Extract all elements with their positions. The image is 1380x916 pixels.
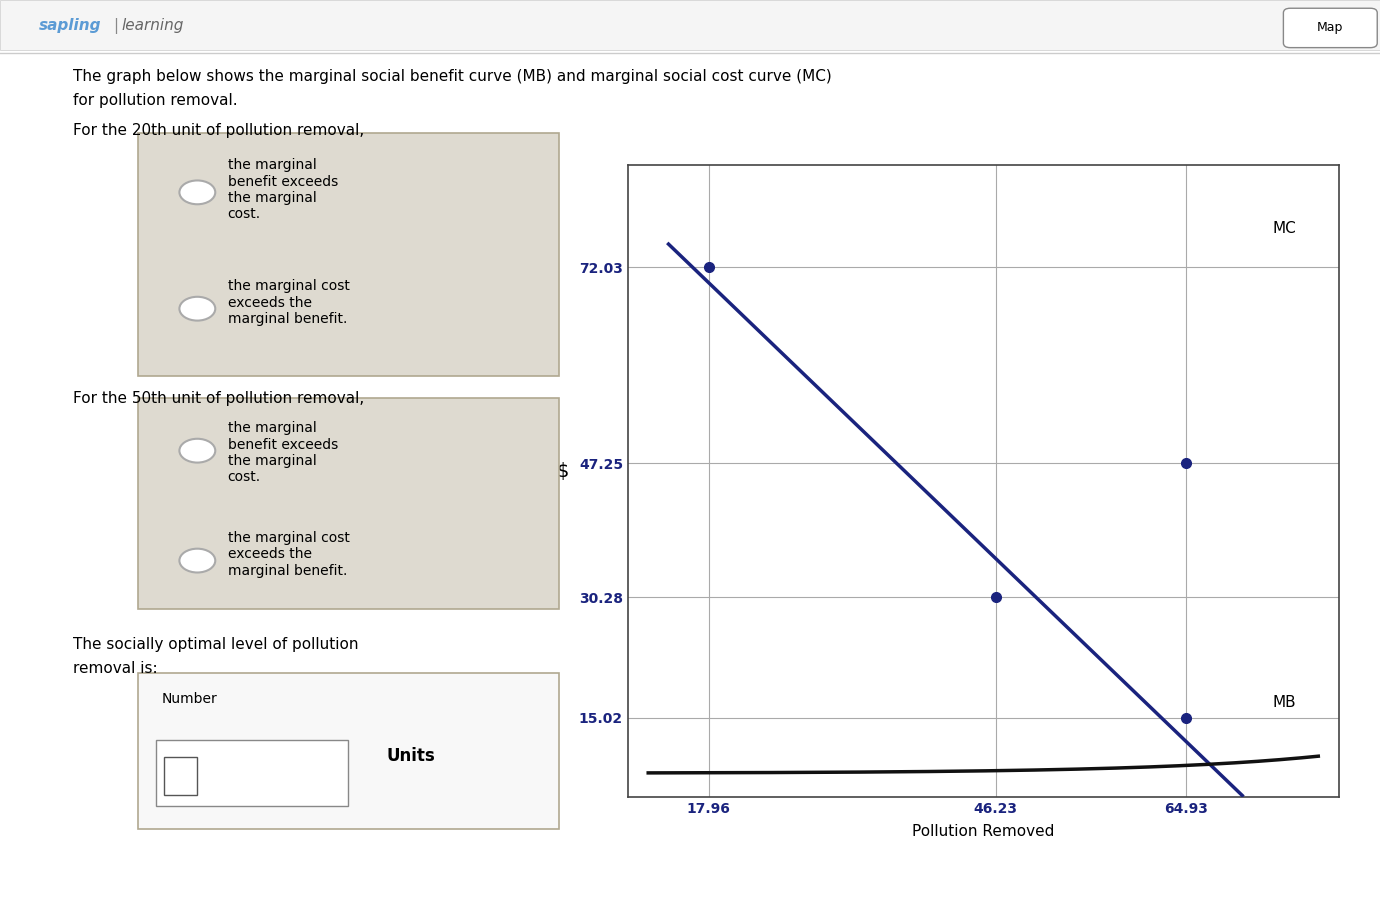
Text: Map: Map: [1317, 21, 1344, 35]
Text: MB: MB: [1272, 694, 1296, 710]
Text: learning: learning: [121, 18, 184, 33]
Text: the marginal
benefit exceeds
the marginal
cost.: the marginal benefit exceeds the margina…: [228, 158, 338, 221]
Text: Units: Units: [386, 747, 435, 765]
Text: Number: Number: [161, 692, 217, 705]
Text: |: |: [113, 17, 119, 34]
Text: the marginal cost
exceeds the
marginal benefit.: the marginal cost exceeds the marginal b…: [228, 531, 349, 578]
Text: MC: MC: [1272, 221, 1296, 235]
Text: the marginal
benefit exceeds
the marginal
cost.: the marginal benefit exceeds the margina…: [228, 421, 338, 484]
Y-axis label: $: $: [556, 462, 569, 481]
Text: For the 20th unit of pollution removal,: For the 20th unit of pollution removal,: [73, 123, 364, 137]
X-axis label: Pollution Removed: Pollution Removed: [912, 824, 1054, 839]
Text: The socially optimal level of pollution: The socially optimal level of pollution: [73, 637, 359, 651]
Text: sapling: sapling: [39, 18, 101, 33]
Text: The graph below shows the marginal social benefit curve (MB) and marginal social: The graph below shows the marginal socia…: [73, 69, 832, 83]
Text: removal is:: removal is:: [73, 661, 157, 676]
Text: For the 50th unit of pollution removal,: For the 50th unit of pollution removal,: [73, 391, 364, 406]
Text: the marginal cost
exceeds the
marginal benefit.: the marginal cost exceeds the marginal b…: [228, 279, 349, 326]
Text: for pollution removal.: for pollution removal.: [73, 93, 237, 108]
